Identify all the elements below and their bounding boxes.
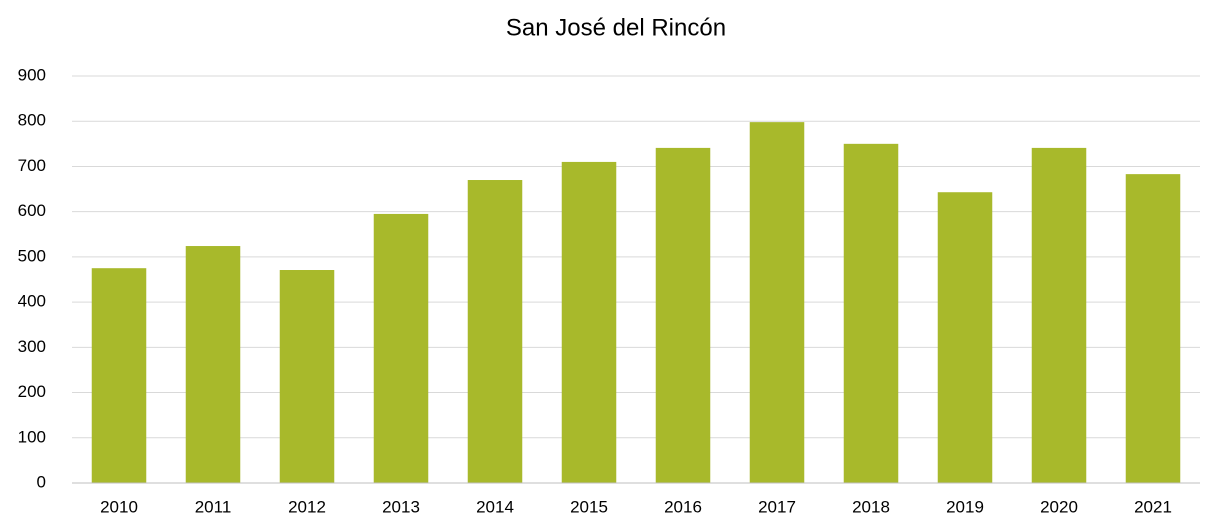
bar	[561, 161, 617, 483]
x-tick-label: 2014	[476, 497, 514, 516]
y-tick-label: 200	[18, 382, 46, 401]
y-tick-label: 0	[37, 472, 46, 491]
y-tick-label: 400	[18, 292, 46, 311]
x-tick-label: 2020	[1040, 497, 1078, 516]
y-tick-label: 600	[18, 201, 46, 220]
x-tick-label: 2021	[1134, 497, 1172, 516]
x-tick-label: 2016	[664, 497, 702, 516]
bar	[373, 213, 429, 483]
x-tick-label: 2012	[288, 497, 326, 516]
y-tick-label: 800	[18, 111, 46, 130]
bar	[185, 246, 241, 483]
bar	[843, 143, 899, 484]
y-tick-label: 500	[18, 246, 46, 265]
y-tick-label: 300	[18, 337, 46, 356]
bar	[467, 180, 523, 483]
bar	[279, 270, 335, 483]
x-tick-label: 2017	[758, 497, 796, 516]
x-tick-label: 2013	[382, 497, 420, 516]
bar	[749, 122, 805, 484]
bar	[1031, 147, 1087, 484]
x-tick-label: 2019	[946, 497, 984, 516]
x-tick-label: 2018	[852, 497, 890, 516]
x-tick-label: 2010	[100, 497, 138, 516]
bar	[1125, 174, 1181, 484]
x-tick-label: 2011	[195, 497, 232, 516]
y-tick-label: 100	[18, 427, 46, 446]
bar	[91, 268, 147, 483]
bar	[937, 192, 993, 483]
chart-title: San José del Rincón	[506, 14, 726, 41]
y-tick-label: 900	[18, 65, 46, 84]
y-tick-label: 700	[18, 156, 46, 175]
bar	[655, 147, 711, 484]
x-tick-label: 2015	[570, 497, 608, 516]
